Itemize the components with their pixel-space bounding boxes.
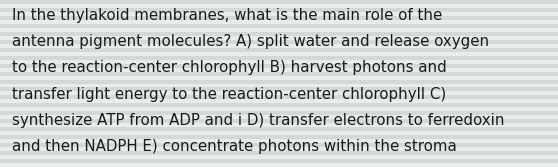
Bar bbox=[0, 147, 558, 151]
Bar bbox=[0, 56, 558, 60]
Bar bbox=[0, 8, 558, 12]
Bar bbox=[0, 115, 558, 119]
Bar bbox=[0, 28, 558, 32]
Bar bbox=[0, 48, 558, 52]
Bar bbox=[0, 151, 558, 155]
Bar bbox=[0, 79, 558, 84]
Text: antenna pigment molecules? A) split water and release oxygen: antenna pigment molecules? A) split wate… bbox=[12, 34, 489, 49]
Bar bbox=[0, 0, 558, 4]
Bar bbox=[0, 95, 558, 99]
Bar bbox=[0, 24, 558, 28]
Bar bbox=[0, 72, 558, 75]
Bar bbox=[0, 16, 558, 20]
Text: In the thylakoid membranes, what is the main role of the: In the thylakoid membranes, what is the … bbox=[12, 8, 442, 23]
Bar bbox=[0, 36, 558, 40]
Bar bbox=[0, 88, 558, 92]
Bar bbox=[0, 131, 558, 135]
Bar bbox=[0, 64, 558, 68]
Bar bbox=[0, 135, 558, 139]
Bar bbox=[0, 92, 558, 95]
Bar bbox=[0, 44, 558, 48]
Bar bbox=[0, 60, 558, 64]
Bar bbox=[0, 127, 558, 131]
Text: transfer light energy to the reaction-center chlorophyll C): transfer light energy to the reaction-ce… bbox=[12, 87, 446, 102]
Bar bbox=[0, 119, 558, 123]
Bar bbox=[0, 68, 558, 72]
Bar bbox=[0, 20, 558, 24]
Text: and then NADPH E) concentrate photons within the stroma: and then NADPH E) concentrate photons wi… bbox=[12, 139, 457, 154]
Bar bbox=[0, 103, 558, 107]
Bar bbox=[0, 99, 558, 103]
Bar bbox=[0, 84, 558, 88]
Bar bbox=[0, 12, 558, 16]
Bar bbox=[0, 107, 558, 111]
Text: to the reaction-center chlorophyll B) harvest photons and: to the reaction-center chlorophyll B) ha… bbox=[12, 60, 447, 75]
Bar bbox=[0, 163, 558, 167]
Bar bbox=[0, 155, 558, 159]
Bar bbox=[0, 4, 558, 8]
Bar bbox=[0, 123, 558, 127]
Bar bbox=[0, 143, 558, 147]
Bar bbox=[0, 159, 558, 163]
Text: synthesize ATP from ADP and i D) transfer electrons to ferredoxin: synthesize ATP from ADP and i D) transfe… bbox=[12, 113, 505, 128]
Bar bbox=[0, 52, 558, 56]
Bar bbox=[0, 111, 558, 115]
Bar bbox=[0, 40, 558, 44]
Bar bbox=[0, 75, 558, 79]
Bar bbox=[0, 32, 558, 36]
Bar bbox=[0, 139, 558, 143]
